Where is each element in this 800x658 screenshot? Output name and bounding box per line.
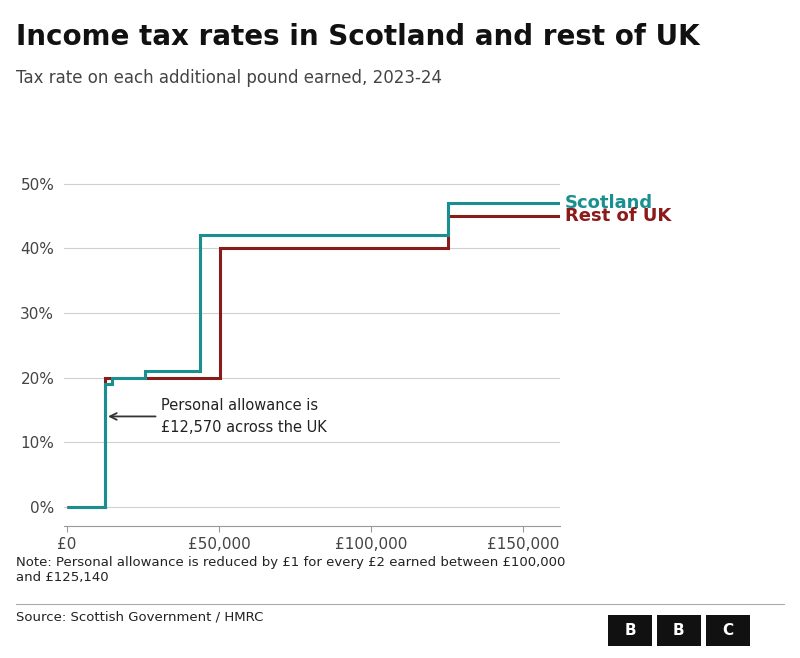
Text: Note: Personal allowance is reduced by £1 for every £2 earned between £100,000
a: Note: Personal allowance is reduced by £… [16,556,566,584]
Text: Income tax rates in Scotland and rest of UK: Income tax rates in Scotland and rest of… [16,23,700,51]
Text: Scotland: Scotland [565,194,653,212]
Text: B: B [624,623,636,638]
Text: Rest of UK: Rest of UK [565,207,671,225]
Text: Tax rate on each additional pound earned, 2023-24: Tax rate on each additional pound earned… [16,69,442,87]
Text: B: B [673,623,685,638]
Text: Source: Scottish Government / HMRC: Source: Scottish Government / HMRC [16,611,263,624]
Text: C: C [722,623,733,638]
Text: Personal allowance is
£12,570 across the UK: Personal allowance is £12,570 across the… [162,398,327,435]
